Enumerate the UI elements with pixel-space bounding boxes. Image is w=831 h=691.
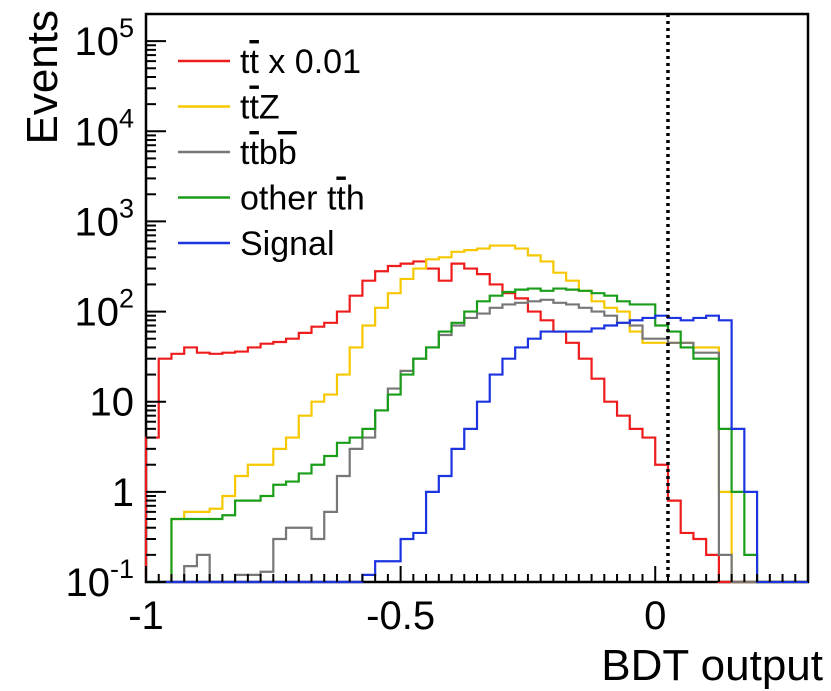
legend-label-1: ttZ [240, 89, 280, 127]
legend-label-4: Signal [240, 225, 335, 263]
x-tick-label: -1 [128, 594, 164, 638]
series-line-0 [144, 260, 808, 584]
legend-label-2: ttbb [240, 134, 297, 172]
y-tick-label: 104 [74, 103, 134, 154]
y-axis-label: Events [18, 10, 67, 145]
series-line-3 [146, 287, 808, 584]
series-layer [144, 14, 808, 584]
x-tick-label: 0 [644, 594, 666, 638]
y-tick-label: 10-1 [65, 554, 134, 605]
y-tick-label: 103 [74, 193, 134, 244]
legend-label-3: other tth [240, 180, 365, 218]
y-tick-label: 102 [74, 284, 134, 335]
y-tick-label: 10 [90, 381, 135, 425]
series-line-2 [146, 298, 808, 584]
legend-label-0: tt x 0.01 [240, 43, 361, 81]
y-tick-label: 105 [74, 13, 134, 64]
y-axis: 10-1 1 10 102 103 104 105 [65, 13, 166, 605]
x-tick-label: -0.5 [366, 594, 435, 638]
legend: tt x 0.01 ttZ ttbb other tth Signal [178, 43, 365, 263]
y-tick-label: 1 [112, 471, 134, 515]
series-line-4 [146, 314, 808, 584]
series-line-1 [146, 244, 808, 584]
x-axis-label: BDT output [601, 641, 823, 690]
x-axis: -1 -0.5 0 [128, 566, 809, 638]
